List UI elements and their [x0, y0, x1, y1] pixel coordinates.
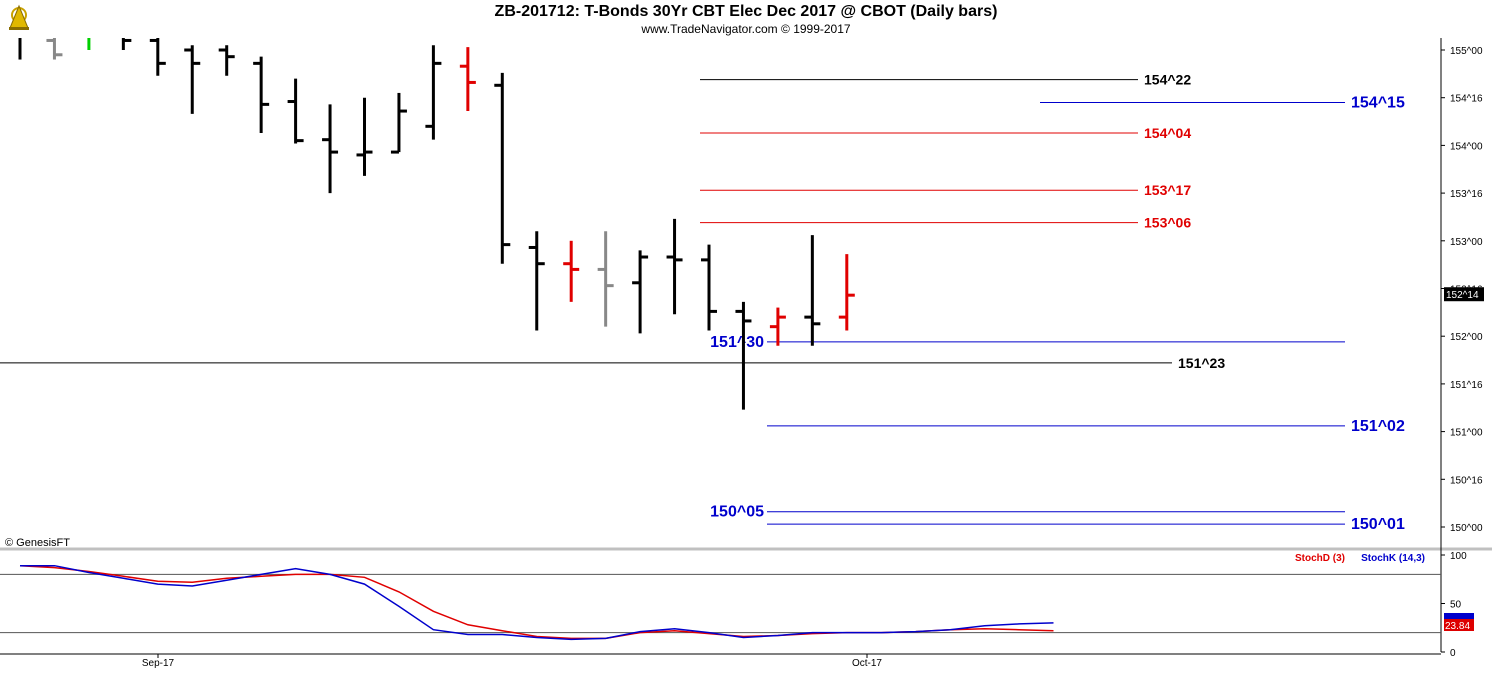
ohlc-bar: [121, 38, 132, 50]
ohlc-bar: [149, 38, 166, 76]
ohlc-bar: [735, 301, 752, 410]
stochastic-panel: 100 50 0 StochD (3) StochK (14,3) 23.84 Sep-17…: [0, 551, 1474, 669]
stoch-tick-label: 0: [1450, 648, 1456, 659]
stoch-tick-label: 50: [1450, 600, 1462, 611]
level-label: 151^23: [1178, 355, 1225, 371]
last-price-label: 152^14: [1446, 290, 1479, 301]
price-tick-label: 153^16: [1450, 189, 1483, 200]
price-plot-area: [0, 38, 1492, 548]
level-label: 151^02: [1351, 418, 1405, 435]
level-label: 154^22: [1144, 72, 1191, 88]
ohlc-bar: [563, 240, 580, 302]
level-label: 153^06: [1144, 215, 1191, 231]
level-label: 151^30: [710, 334, 764, 351]
chart-subtitle: www.TradeNavigator.com © 1999-2017: [641, 22, 851, 36]
price-panel: 150^00150^16151^00151^16152^00152^16153^…: [0, 38, 1492, 652]
legend-stoch-k: StochK (14,3): [1361, 553, 1425, 564]
ohlc-bar: [218, 45, 235, 76]
ohlc-bar: [46, 38, 63, 60]
copyright-label: © GenesisFT: [5, 537, 70, 549]
price-tick-label: 155^00: [1450, 46, 1483, 57]
level-label: 153^17: [1144, 182, 1191, 198]
price-tick-label: 150^00: [1450, 523, 1483, 534]
stoch-tick-label: 100: [1450, 551, 1467, 562]
price-tick-label: 154^16: [1450, 94, 1483, 105]
ohlc-bar: [597, 231, 614, 327]
stoch-last-value: 23.84: [1445, 621, 1470, 632]
x-tick-label: Oct-17: [852, 658, 882, 669]
ohlc-bar: [390, 92, 407, 154]
ohlc-bar: [804, 235, 821, 346]
price-tick-label: 151^16: [1450, 380, 1483, 391]
price-tick-label: 150^16: [1450, 475, 1483, 486]
x-tick-label: Sep-17: [142, 658, 175, 669]
ohlc-bar: [459, 47, 476, 112]
ohlc-bar: [701, 244, 717, 331]
last-price-tag: [1444, 287, 1484, 302]
ohlc-bar: [528, 231, 545, 331]
ohlc-bar: [494, 72, 511, 264]
ohlc-bar: [356, 97, 373, 176]
ohlc-bar: [425, 45, 442, 140]
ohlc-bar: [838, 254, 855, 331]
ohlc-bar: [666, 218, 683, 315]
level-label: 154^04: [1144, 125, 1191, 141]
level-label: 150^01: [1351, 516, 1405, 533]
stoch-k-tag: [1444, 613, 1474, 622]
genesis-logo-icon: [9, 4, 29, 30]
legend-stoch-d: StochD (3): [1295, 553, 1345, 564]
ohlc-bar: [287, 78, 304, 144]
chart-header: ZB-201712: T-Bonds 30Yr CBT Elec Dec 201…: [0, 0, 1492, 38]
ohlc-bar: [322, 104, 339, 194]
price-tick-label: 151^00: [1450, 428, 1483, 439]
level-label: 150^05: [710, 504, 764, 521]
stoch-series-line: [20, 564, 1054, 641]
stoch-d-tag: [1444, 619, 1474, 631]
ohlc-bar: [253, 56, 270, 133]
stoch-series-line: [19, 564, 1054, 640]
ohlc-bar: [184, 45, 201, 114]
price-tick-label: 153^00: [1450, 237, 1483, 248]
level-label: 154^15: [1351, 94, 1405, 111]
ohlc-bar: [769, 307, 786, 346]
price-tick-label: 154^00: [1450, 141, 1483, 152]
chart-title: ZB-201712: T-Bonds 30Yr CBT Elec Dec 201…: [494, 3, 998, 20]
price-tick-label: 152^00: [1450, 332, 1483, 343]
ohlc-bar: [632, 250, 649, 334]
